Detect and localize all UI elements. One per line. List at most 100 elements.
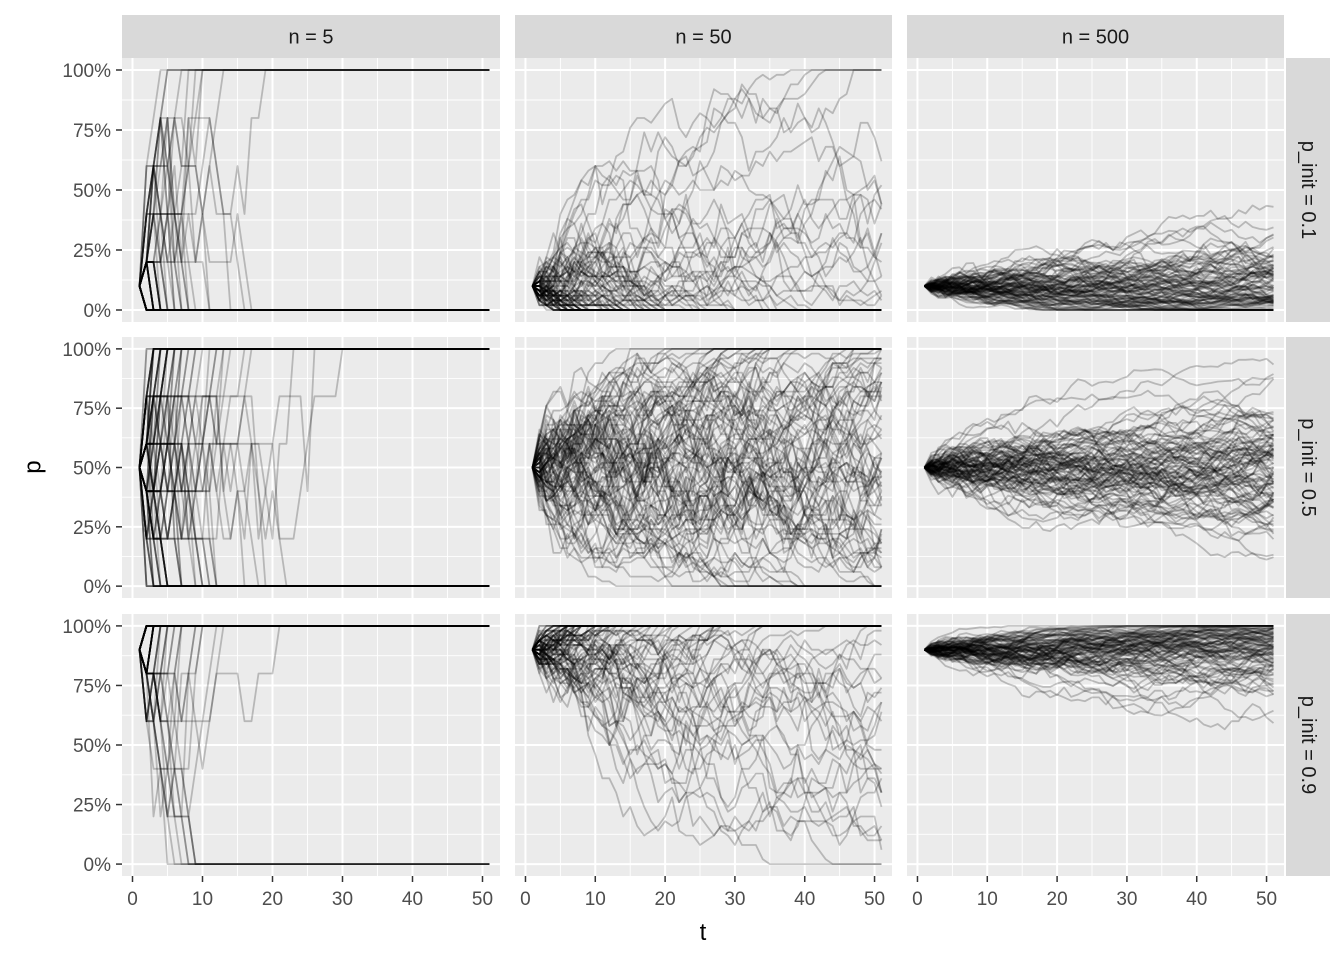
drift-line bbox=[531, 285, 882, 311]
drift-line bbox=[924, 630, 1274, 698]
drift-line bbox=[138, 285, 490, 311]
drift-line bbox=[924, 259, 1274, 296]
drift-line bbox=[531, 198, 883, 297]
drift-line bbox=[531, 649, 883, 746]
drift-line bbox=[531, 285, 882, 311]
drift-line bbox=[923, 453, 1275, 540]
drift-line bbox=[531, 347, 882, 483]
drift-line bbox=[138, 625, 490, 650]
x-tick-label: 40 bbox=[402, 889, 423, 910]
drift-line bbox=[531, 285, 882, 311]
drift-line bbox=[532, 648, 883, 775]
drift-line bbox=[924, 378, 1275, 472]
drift-line bbox=[532, 629, 883, 775]
drift-line bbox=[138, 395, 490, 587]
x-tick-label: 20 bbox=[1047, 889, 1068, 910]
drift-line bbox=[924, 636, 1275, 677]
drift-line bbox=[924, 627, 1274, 661]
drift-line bbox=[531, 625, 882, 675]
drift-line bbox=[531, 433, 883, 569]
drift-line bbox=[923, 438, 1274, 499]
drift-line bbox=[924, 648, 1275, 731]
drift-line bbox=[138, 213, 490, 311]
drift-line bbox=[531, 347, 882, 468]
drift-line bbox=[531, 347, 882, 474]
drift-line bbox=[924, 241, 1274, 290]
drift-line bbox=[138, 285, 490, 311]
drift-line bbox=[138, 442, 490, 587]
drift-line bbox=[138, 285, 490, 311]
drift-line bbox=[532, 625, 882, 675]
drift-line bbox=[138, 213, 490, 311]
drift-line bbox=[924, 625, 1274, 653]
drift-line bbox=[138, 261, 490, 311]
y-tick-label: 75% bbox=[73, 121, 111, 142]
drift-line bbox=[924, 648, 1275, 694]
drift-line bbox=[924, 444, 1275, 487]
drift-line bbox=[532, 419, 882, 550]
drift-line bbox=[924, 630, 1274, 652]
drift-line bbox=[531, 347, 882, 468]
drift-line bbox=[138, 285, 490, 311]
drift-line bbox=[138, 467, 490, 587]
y-tick-label: 0% bbox=[84, 855, 112, 876]
x-tick-label: 20 bbox=[262, 889, 283, 910]
drift-line bbox=[138, 285, 490, 311]
drift-line bbox=[924, 283, 1274, 302]
drift-line bbox=[923, 405, 1274, 469]
drift-line bbox=[924, 460, 1274, 513]
drift-line bbox=[531, 625, 882, 651]
drift-line bbox=[924, 283, 1274, 311]
drift-line bbox=[531, 625, 882, 651]
drift-line bbox=[138, 347, 490, 468]
drift-line bbox=[532, 625, 882, 661]
drift-line bbox=[138, 347, 490, 468]
drift-line bbox=[138, 625, 490, 650]
drift-line bbox=[924, 626, 1274, 651]
drift-line bbox=[138, 165, 490, 311]
drift-line bbox=[531, 285, 882, 311]
drift-line bbox=[138, 213, 490, 311]
y-tick-label: 0% bbox=[84, 577, 112, 598]
drift-line bbox=[531, 241, 882, 311]
drift-line bbox=[531, 625, 882, 727]
drift-line bbox=[138, 347, 490, 468]
drift-line bbox=[924, 645, 1275, 701]
drift-line bbox=[923, 429, 1274, 476]
drift-line bbox=[531, 371, 883, 521]
drift-line bbox=[531, 644, 882, 775]
drift-line bbox=[924, 455, 1275, 501]
drift-line bbox=[531, 160, 883, 302]
drift-line bbox=[531, 625, 882, 656]
drift-line bbox=[531, 467, 882, 587]
drift-line bbox=[138, 625, 490, 650]
drift-line bbox=[531, 357, 882, 516]
drift-line bbox=[531, 347, 882, 507]
col-strip-label: n = 50 bbox=[675, 27, 731, 49]
drift-line bbox=[923, 442, 1274, 493]
drift-line bbox=[924, 285, 1274, 311]
drift-line bbox=[531, 625, 882, 670]
drift-line bbox=[924, 256, 1274, 298]
drift-line bbox=[532, 275, 882, 311]
drift-line bbox=[531, 246, 882, 311]
drift-line bbox=[138, 625, 490, 650]
drift-line bbox=[924, 461, 1274, 523]
drift-line bbox=[924, 626, 1274, 666]
drift-line bbox=[138, 117, 490, 311]
drift-line bbox=[531, 285, 882, 311]
drift-line bbox=[138, 625, 490, 650]
drift-line bbox=[138, 467, 490, 587]
drift-line bbox=[924, 466, 1275, 529]
drift-line bbox=[138, 347, 490, 468]
drift-line bbox=[138, 117, 490, 311]
drift-line bbox=[138, 285, 490, 311]
drift-line bbox=[531, 414, 883, 573]
drift-line bbox=[924, 430, 1274, 476]
drift-line bbox=[531, 251, 882, 311]
drift-line bbox=[924, 644, 1274, 686]
drift-line bbox=[924, 277, 1274, 305]
drift-line bbox=[531, 270, 882, 311]
drift-line bbox=[531, 629, 883, 846]
drift-line bbox=[924, 442, 1274, 478]
